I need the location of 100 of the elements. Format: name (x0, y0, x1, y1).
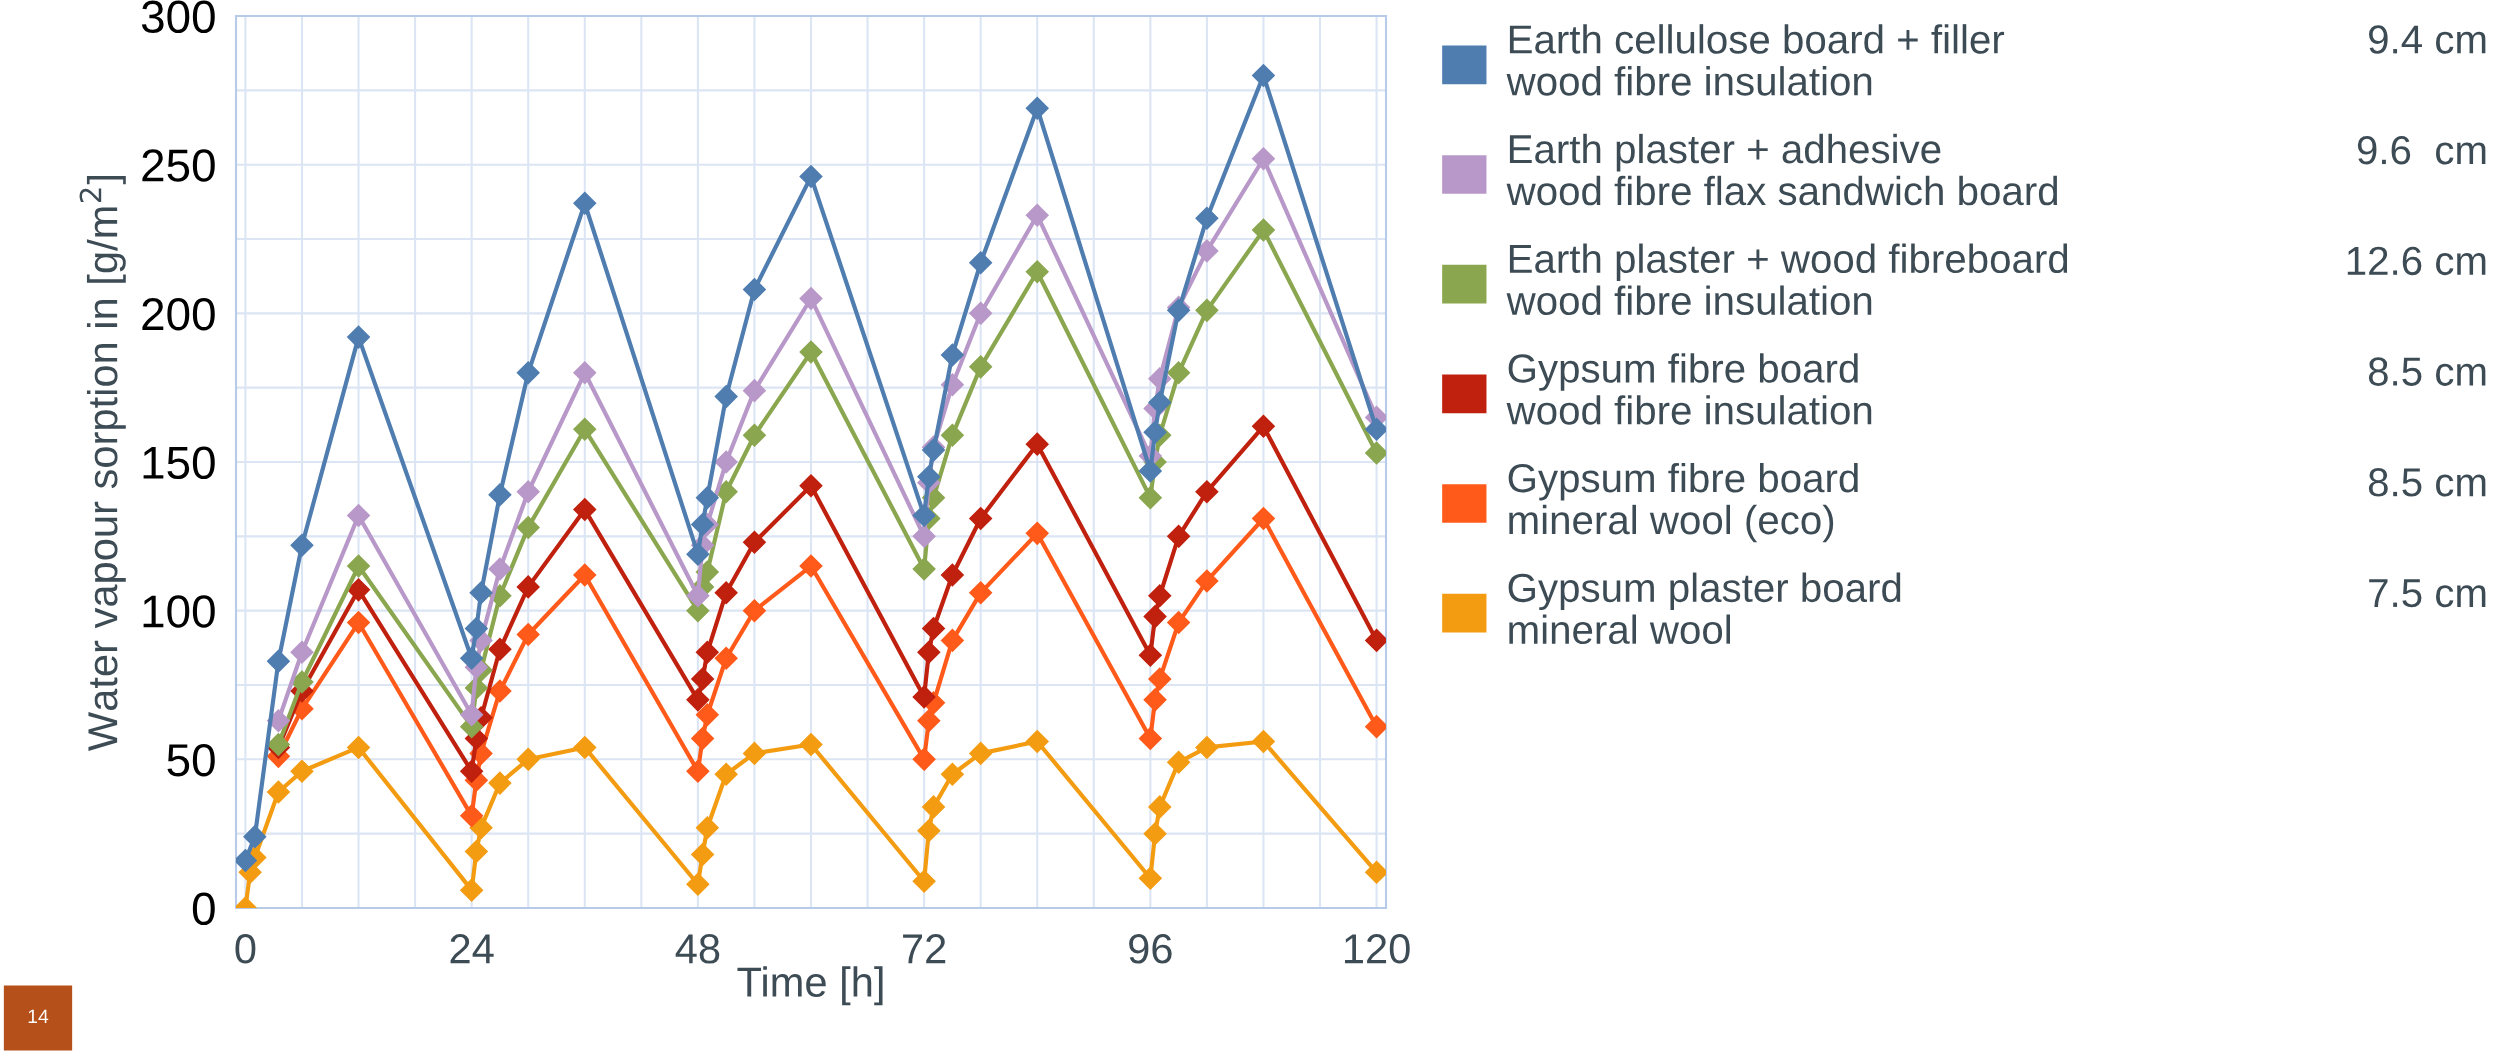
text: 7.5 cm (2369, 579, 2486, 608)
legend-label: Earth cellulose board + filler wood fibre insulation (1506, 24, 2005, 96)
y-tick-label: 0 (192, 892, 215, 926)
point (969, 251, 993, 275)
point (488, 771, 512, 795)
text: 9.4 cm (2369, 25, 2486, 54)
y-tick-label: 100 (143, 595, 215, 628)
text: 12.6 cm (2347, 246, 2486, 276)
x-tick-label: 0 (235, 934, 256, 964)
point (460, 703, 484, 727)
point (1143, 688, 1167, 712)
point (799, 165, 823, 189)
point (917, 465, 941, 489)
point (686, 688, 710, 712)
point (686, 759, 710, 783)
point (1138, 727, 1162, 751)
point (1195, 298, 1219, 322)
point (1143, 605, 1167, 629)
point (1025, 260, 1049, 284)
point (347, 578, 371, 602)
point (1025, 729, 1049, 753)
point (1195, 480, 1219, 504)
point (940, 343, 964, 367)
point (912, 747, 936, 771)
y-tick-label: 150 (143, 446, 215, 480)
point (917, 640, 941, 664)
point (347, 504, 371, 528)
text: 8.5 cm (2368, 468, 2486, 497)
point (1251, 506, 1275, 530)
point (1251, 218, 1275, 242)
point (917, 819, 941, 843)
point (573, 417, 597, 441)
x-axis-title: Time [h] (737, 966, 883, 1006)
point (742, 379, 766, 403)
x-tick-label: 24 (450, 934, 494, 964)
point (1025, 521, 1049, 545)
point (1195, 735, 1219, 759)
point (1251, 63, 1275, 87)
point (1195, 569, 1219, 593)
point (969, 581, 993, 605)
y-tick-label: 250 (142, 149, 215, 182)
point (969, 355, 993, 379)
point (290, 533, 314, 557)
x-tick-label: 120 (1344, 934, 1410, 964)
point (1251, 147, 1275, 171)
point (691, 842, 715, 866)
point (1167, 611, 1191, 635)
point (1143, 822, 1167, 846)
point (799, 474, 823, 498)
point (1025, 96, 1049, 120)
point (742, 423, 766, 447)
y-tick-label: 300 (141, 0, 215, 34)
point (742, 599, 766, 623)
point (969, 506, 993, 530)
point (1195, 206, 1219, 230)
point (290, 670, 314, 694)
point (1167, 361, 1191, 385)
point (573, 361, 597, 385)
point (1148, 584, 1172, 608)
point (686, 872, 710, 896)
point (1025, 432, 1049, 456)
point (940, 563, 964, 587)
text: 14 (28, 1009, 49, 1024)
point (516, 747, 540, 771)
legend-label: Earth plaster + wood fibreboard wood fibre insulation (1506, 243, 2068, 316)
point (799, 286, 823, 310)
point (1138, 866, 1162, 890)
point (516, 361, 540, 385)
point (940, 628, 964, 652)
point (714, 581, 738, 605)
point (922, 617, 946, 641)
point (573, 563, 597, 587)
point (686, 542, 710, 566)
point (516, 622, 540, 646)
legend-label: Earth plaster + adhesive wood fibre flax sandwich board (1506, 133, 2058, 206)
point (1148, 391, 1172, 415)
point (1195, 239, 1219, 263)
text: 8.5 cm (2368, 357, 2486, 386)
point (714, 762, 738, 786)
point (912, 557, 936, 581)
point (266, 780, 290, 804)
point (695, 703, 719, 727)
point (1143, 420, 1167, 444)
point (940, 423, 964, 447)
point (290, 759, 314, 783)
point (799, 554, 823, 578)
point (686, 584, 710, 608)
point (1148, 667, 1172, 691)
x-tick-label: 96 (1129, 934, 1172, 964)
y-tick-label: 200 (142, 297, 215, 331)
point (695, 816, 719, 840)
point (714, 646, 738, 670)
point (266, 649, 290, 673)
point (912, 869, 936, 893)
point (1138, 459, 1162, 483)
legend-label: Gypsum fibre board wood fibre insulation (1506, 353, 1872, 425)
point (969, 741, 993, 765)
point (347, 554, 371, 578)
point (912, 504, 936, 528)
x-tick-label: 72 (903, 934, 946, 964)
